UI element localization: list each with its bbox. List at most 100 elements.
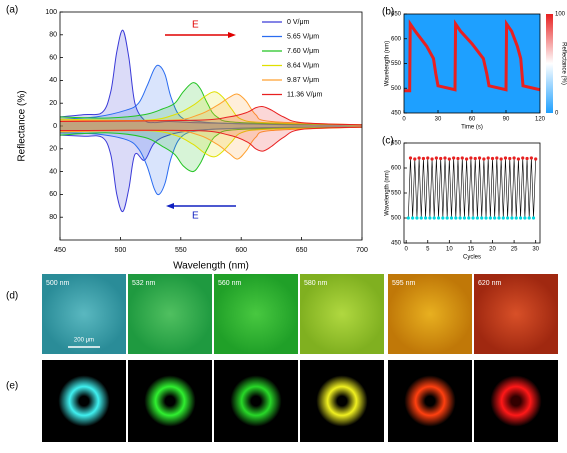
y-tick-label: 650 xyxy=(391,12,402,18)
micrograph-label: 500 nm xyxy=(46,280,70,287)
y-tick-label: 450 xyxy=(391,111,402,117)
point xyxy=(449,216,454,220)
spot-ring xyxy=(484,369,548,433)
point xyxy=(488,216,492,220)
scale-bar-label: 200 μm xyxy=(74,338,94,344)
area xyxy=(60,126,362,195)
point xyxy=(428,216,432,220)
point xyxy=(521,156,525,160)
point xyxy=(506,216,510,220)
y-tick-label: 450 xyxy=(391,241,402,247)
line xyxy=(59,126,363,196)
plot-frame xyxy=(59,11,363,241)
panel-label: (e) xyxy=(6,381,18,392)
point xyxy=(447,157,451,161)
line xyxy=(59,126,363,160)
point xyxy=(518,216,523,220)
y-axis-title: Wavelength (nm) xyxy=(385,170,391,215)
point xyxy=(467,216,471,220)
point xyxy=(445,216,449,220)
area xyxy=(60,93,362,126)
line xyxy=(59,91,363,126)
x-tick-label: 500 xyxy=(115,247,127,254)
area xyxy=(60,126,362,160)
panel-label: (c) xyxy=(382,136,394,147)
x-tick-label: 550 xyxy=(175,247,187,254)
micrograph xyxy=(388,274,472,354)
x-tick-label: 20 xyxy=(489,247,496,253)
spot-ring xyxy=(310,369,374,433)
plot-frame xyxy=(403,13,541,114)
point xyxy=(432,216,436,220)
line xyxy=(59,93,363,126)
x-tick-label: 650 xyxy=(296,247,308,254)
legend-label: 0 V/μm xyxy=(287,19,309,26)
area xyxy=(60,30,362,126)
x-tick-label: 0 xyxy=(402,117,406,123)
line xyxy=(59,126,363,152)
y-tick-label: 40 xyxy=(49,168,57,175)
x-tick-label: 30 xyxy=(435,117,442,123)
micrograph xyxy=(300,274,384,354)
point xyxy=(413,157,417,161)
x-tick-label: 700 xyxy=(356,247,368,254)
point xyxy=(423,216,428,220)
y-tick-label: 100 xyxy=(45,9,57,16)
point xyxy=(508,156,512,161)
x-tick-label: 5 xyxy=(426,247,430,253)
point xyxy=(523,216,527,220)
micrograph xyxy=(474,274,558,354)
point xyxy=(443,156,447,160)
panel-label: (b) xyxy=(382,7,394,18)
y-tick-label: 650 xyxy=(391,141,402,147)
x-tick-label: 25 xyxy=(511,247,518,253)
point xyxy=(469,156,473,160)
point xyxy=(490,156,495,161)
x-axis-title: Cycles xyxy=(463,255,481,261)
line xyxy=(59,126,363,158)
colorbar-tick-label: 0 xyxy=(555,111,559,117)
legend-label: 11.36 V/μm xyxy=(287,91,323,98)
micrograph-label: 595 nm xyxy=(392,280,416,287)
point xyxy=(534,157,538,161)
point xyxy=(439,156,443,161)
colorbar xyxy=(546,14,553,113)
x-tick-label: 450 xyxy=(54,247,66,254)
point xyxy=(419,216,423,220)
point xyxy=(434,156,438,160)
y-tick-label: 60 xyxy=(49,191,57,198)
line xyxy=(59,106,363,126)
x-tick-label: 30 xyxy=(532,247,539,253)
point xyxy=(421,156,426,161)
micrograph-label: 620 nm xyxy=(478,280,502,287)
x-tick-label: 60 xyxy=(469,117,476,123)
y-tick-label: 60 xyxy=(49,54,57,61)
x-tick-label: 15 xyxy=(468,247,475,253)
micrograph xyxy=(128,274,212,354)
micrograph-label: 532 nm xyxy=(132,280,156,287)
x-axis-title: Time (s) xyxy=(461,125,483,131)
point xyxy=(441,216,445,220)
heatmap-background xyxy=(404,14,540,113)
spot-ring xyxy=(138,369,202,433)
point xyxy=(454,216,458,220)
point xyxy=(480,216,484,220)
point xyxy=(529,156,533,160)
spot-ring xyxy=(224,369,288,433)
y-tick-label: 0 xyxy=(53,123,57,130)
plot-frame xyxy=(403,142,541,244)
point xyxy=(499,157,503,161)
colorbar-label: Reflectance (%) xyxy=(560,42,566,85)
line xyxy=(59,64,363,126)
spot-ring xyxy=(52,369,116,433)
area xyxy=(60,126,362,212)
point xyxy=(408,156,413,160)
point xyxy=(426,156,430,160)
point xyxy=(477,156,482,160)
panel-label: (d) xyxy=(6,291,18,302)
x-tick-label: 0 xyxy=(404,247,408,253)
y-tick-label: 500 xyxy=(391,86,402,92)
x-axis-title: Wavelength (nm) xyxy=(173,261,249,272)
arrow-head xyxy=(166,203,174,209)
